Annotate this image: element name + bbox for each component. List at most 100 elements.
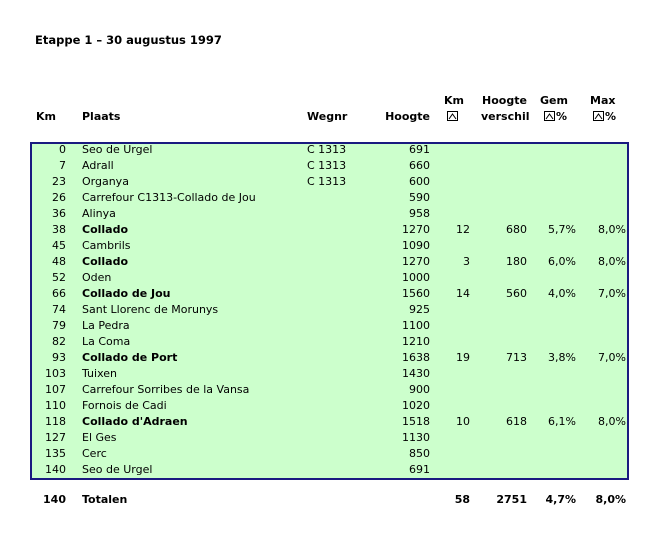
cell-km: 118 — [45, 415, 66, 428]
cell-km: 135 — [45, 447, 66, 460]
cell-wegnr: C 1313 — [307, 143, 347, 156]
cell-km-klim: 19 — [456, 351, 470, 364]
title: Etappe 1 – 30 augustus 1997 — [35, 33, 222, 47]
cell-hoogte: 691 — [409, 143, 430, 156]
cell-km-klim: 58 — [454, 493, 470, 506]
cell-plaats: Seo de Urgel — [82, 143, 153, 156]
cell-km: 140 — [43, 493, 66, 506]
cell-hoogte: 850 — [409, 447, 430, 460]
cell-hoogte: 1130 — [402, 431, 430, 444]
cell-plaats: Collado — [82, 255, 129, 268]
cell-hoogte: 1638 — [402, 351, 430, 364]
cell-km: 52 — [52, 271, 66, 284]
cell-km: 23 — [52, 175, 66, 188]
cell-km: 66 — [52, 287, 66, 300]
cell-max: 8,0% — [595, 493, 626, 506]
cell-hoogte: 600 — [409, 175, 430, 188]
header-max: Max — [590, 94, 616, 107]
cell-wegnr: C 1313 — [307, 175, 347, 188]
cell-km: 74 — [52, 303, 66, 316]
cell-max: 8,0% — [598, 255, 626, 268]
cell-hoogte: 1518 — [402, 415, 430, 428]
cell-km: 107 — [45, 383, 66, 396]
cell-hoogte: 660 — [409, 159, 430, 172]
cell-verschil: 618 — [506, 415, 527, 428]
header-gem-unit: % — [556, 110, 568, 123]
cell-plaats: Fornois de Cadi — [82, 399, 167, 412]
cell-plaats: Carrefour C1313-Collado de Jou — [82, 191, 256, 204]
header-km: Km — [36, 110, 56, 123]
cell-hoogte: 1000 — [402, 271, 430, 284]
cell-hoogte: 1560 — [402, 287, 430, 300]
cell-km: 0 — [59, 143, 66, 156]
cell-hoogte: 1210 — [402, 335, 430, 348]
cell-plaats: Collado de Jou — [82, 287, 171, 300]
cell-gem: 5,7% — [548, 223, 576, 236]
cell-km-klim: 10 — [456, 415, 470, 428]
cell-max: 8,0% — [598, 223, 626, 236]
cell-plaats: Seo de Urgel — [82, 463, 153, 476]
cell-plaats: Adrall — [82, 159, 114, 172]
cell-km: 82 — [52, 335, 66, 348]
cell-km: 110 — [45, 399, 66, 412]
cell-km: 140 — [45, 463, 66, 476]
cell-km: 38 — [52, 223, 66, 236]
cell-hoogte: 925 — [409, 303, 430, 316]
cell-verschil: 560 — [506, 287, 527, 300]
cell-plaats: Alinya — [82, 207, 116, 220]
cell-km: 48 — [52, 255, 66, 268]
cell-hoogte: 1100 — [402, 319, 430, 332]
cell-hoogte: 590 — [409, 191, 430, 204]
cell-hoogte: 1270 — [402, 255, 430, 268]
header-verschil-1: Hoogte — [482, 94, 527, 107]
cell-plaats: Totalen — [82, 493, 128, 506]
cell-plaats: Sant Llorenc de Morunys — [82, 303, 219, 316]
cell-km-klim: 3 — [463, 255, 470, 268]
cell-hoogte: 1090 — [402, 239, 430, 252]
cell-plaats: Oden — [82, 271, 112, 284]
cell-plaats: Collado — [82, 223, 129, 236]
cell-plaats: Organya — [82, 175, 129, 188]
cell-plaats: El Ges — [82, 431, 117, 444]
cell-plaats: Collado d'Adraen — [82, 415, 188, 428]
cell-plaats: Collado de Port — [82, 351, 178, 364]
cell-max: 8,0% — [598, 415, 626, 428]
cell-gem: 6,0% — [548, 255, 576, 268]
cell-gem: 6,1% — [548, 415, 576, 428]
cell-hoogte: 1430 — [402, 367, 430, 380]
cell-hoogte: 900 — [409, 383, 430, 396]
cell-hoogte: 691 — [409, 463, 430, 476]
cell-plaats: Tuixen — [82, 367, 117, 380]
header-gem: Gem — [540, 94, 568, 107]
cell-wegnr: C 1313 — [307, 159, 347, 172]
cell-km-klim: 12 — [456, 223, 470, 236]
cell-km: 36 — [52, 207, 66, 220]
cell-gem: 3,8% — [548, 351, 576, 364]
cell-km-klim: 14 — [456, 287, 470, 300]
cell-km: 127 — [45, 431, 66, 444]
cell-hoogte: 1020 — [402, 399, 430, 412]
cell-km: 103 — [45, 367, 66, 380]
climb-icon — [447, 111, 458, 121]
header-wegnr: Wegnr — [307, 110, 348, 123]
cell-gem: 4,0% — [548, 287, 576, 300]
cell-hoogte: 958 — [409, 207, 430, 220]
climb-icon — [544, 111, 555, 121]
cell-max: 7,0% — [598, 287, 626, 300]
cell-plaats: Carrefour Sorribes de la Vansa — [82, 383, 250, 396]
header-km-klim: Km — [444, 94, 464, 107]
climb-icon — [593, 111, 604, 121]
cell-plaats: La Coma — [82, 335, 131, 348]
cell-km: 45 — [52, 239, 66, 252]
cell-gem: 4,7% — [545, 493, 576, 506]
cell-km: 7 — [59, 159, 66, 172]
cell-plaats: Cerc — [82, 447, 107, 460]
cell-plaats: Cambrils — [82, 239, 131, 252]
header-hoogte: Hoogte — [385, 110, 430, 123]
route-table — [30, 142, 629, 480]
header-max-unit: % — [605, 110, 617, 123]
cell-km: 26 — [52, 191, 66, 204]
cell-km: 79 — [52, 319, 66, 332]
cell-verschil: 180 — [506, 255, 527, 268]
